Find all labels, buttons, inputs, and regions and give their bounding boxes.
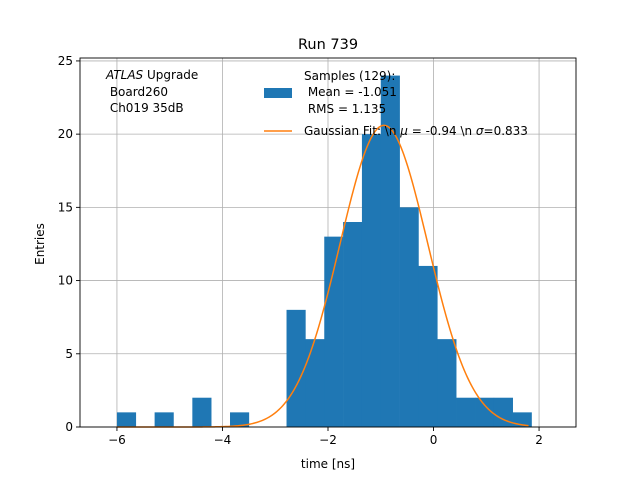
histogram-bar xyxy=(475,397,495,427)
y-tick-label: 5 xyxy=(65,347,73,361)
histogram-bar xyxy=(493,397,513,427)
legend-samples-line-3: RMS = 1.135 xyxy=(304,102,386,116)
legend-fit-sigma: σ xyxy=(476,124,484,138)
histogram-bar xyxy=(456,397,476,427)
atlas-annotation: ATLAS Upgrade Board260 Ch019 35dB xyxy=(105,68,198,115)
legend-fit-middle: = -0.94 \n xyxy=(408,124,476,138)
histogram-bar xyxy=(305,339,325,427)
histogram-bar xyxy=(116,412,137,427)
histogram-bar xyxy=(380,75,400,428)
histogram-bar xyxy=(343,222,363,427)
annotation-line-1: ATLAS Upgrade xyxy=(105,68,198,82)
legend: Samples (129): Mean = -1.051 RMS = 1.135… xyxy=(264,69,528,138)
annotation-line-3: Ch019 35dB xyxy=(106,101,184,115)
histogram-bar xyxy=(230,412,250,427)
chart-title: Run 739 xyxy=(298,37,358,53)
x-tick-label: 0 xyxy=(430,433,438,447)
y-axis-label: Entries xyxy=(33,223,47,265)
legend-fit-prefix: Gaussian Fit: \n xyxy=(304,124,400,138)
x-tick-label: −4 xyxy=(214,433,232,447)
histogram-bar xyxy=(192,397,212,427)
x-axis-label: time [ns] xyxy=(301,457,355,471)
histogram-bar xyxy=(399,207,419,427)
legend-fit-label: Gaussian Fit: \n μ = -0.94 \n σ=0.833 xyxy=(304,124,528,138)
histogram-bar xyxy=(154,412,174,427)
histogram-bar xyxy=(286,309,306,427)
x-tick-label: 2 xyxy=(535,433,543,447)
legend-samples-line-2: Mean = -1.051 xyxy=(304,85,397,99)
histogram-bar xyxy=(361,134,382,427)
annotation-line-2: Board260 xyxy=(106,85,168,99)
legend-fit-mu: μ xyxy=(399,124,408,138)
histogram-bar xyxy=(324,236,344,427)
y-tick-label: 10 xyxy=(58,274,73,288)
y-tick-label: 20 xyxy=(58,127,73,141)
y-tick-label: 0 xyxy=(65,420,73,434)
histogram-bar xyxy=(418,265,438,427)
annotation-atlas-italic: ATLAS xyxy=(105,68,144,82)
legend-samples-line-1: Samples (129): xyxy=(304,69,395,83)
legend-histogram-swatch xyxy=(264,88,292,98)
y-tick-label: 25 xyxy=(58,54,73,68)
legend-fit-suffix: =0.833 xyxy=(484,124,528,138)
y-tick-label: 15 xyxy=(58,200,73,214)
x-tick-label: −6 xyxy=(108,433,126,447)
histogram-bars xyxy=(116,75,532,428)
histogram-bar xyxy=(437,339,457,427)
annotation-upgrade: Upgrade xyxy=(143,68,198,82)
x-tick-label: −2 xyxy=(319,433,337,447)
